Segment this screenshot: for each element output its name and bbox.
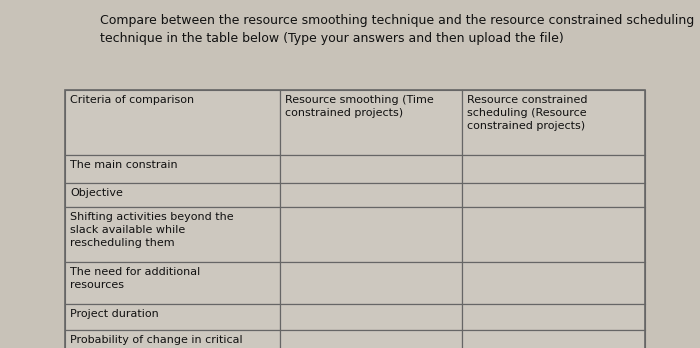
Text: Compare between the resource smoothing technique and the resource constrained sc: Compare between the resource smoothing t…	[100, 14, 694, 45]
Bar	[65, 330, 279, 348]
Bar	[462, 207, 645, 262]
Text: The main constrain: The main constrain	[70, 160, 178, 170]
Text: Shifting activities beyond the
slack available while
rescheduling them: Shifting activities beyond the slack ava…	[70, 212, 234, 247]
Bar	[65, 90, 645, 348]
Bar	[279, 183, 462, 207]
Bar	[65, 183, 279, 207]
Text: Resource constrained
scheduling (Resource
constrained projects): Resource constrained scheduling (Resourc…	[468, 95, 588, 132]
Bar	[65, 207, 279, 262]
Bar	[279, 330, 462, 348]
Text: The need for additional
resources: The need for additional resources	[70, 267, 200, 290]
Bar	[65, 155, 279, 183]
Bar	[279, 155, 462, 183]
Bar	[65, 262, 279, 304]
Bar	[279, 262, 462, 304]
Bar	[65, 304, 279, 330]
Text: Objective: Objective	[70, 188, 123, 198]
Bar	[462, 183, 645, 207]
Text: Project duration: Project duration	[70, 309, 159, 319]
Bar	[462, 304, 645, 330]
Text: Probability of change in critical
path: Probability of change in critical path	[70, 335, 243, 348]
Text: Resource smoothing (Time
constrained projects): Resource smoothing (Time constrained pro…	[285, 95, 433, 118]
Bar	[279, 207, 462, 262]
Bar	[279, 304, 462, 330]
Text: Criteria of comparison: Criteria of comparison	[70, 95, 194, 105]
Bar	[462, 155, 645, 183]
Bar	[462, 90, 645, 155]
Bar	[462, 330, 645, 348]
Bar	[279, 90, 462, 155]
Bar	[462, 262, 645, 304]
Bar	[65, 90, 279, 155]
